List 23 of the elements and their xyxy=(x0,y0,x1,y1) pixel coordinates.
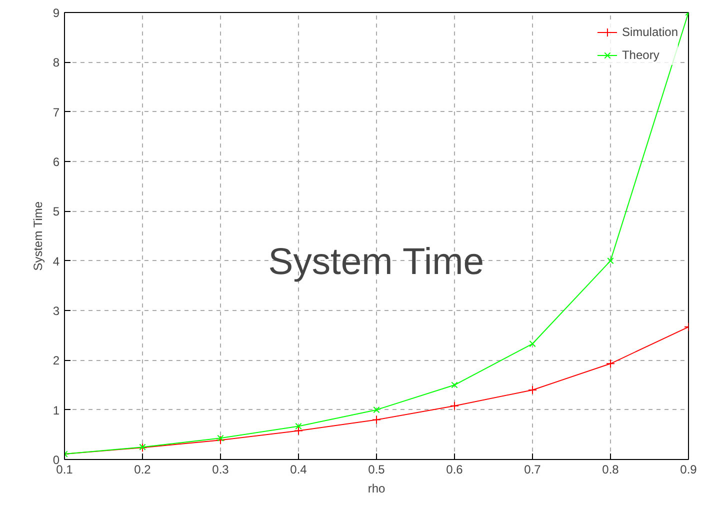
x-tick-label: 0.8 xyxy=(602,462,620,476)
x-tick-label: 0.1 xyxy=(56,462,74,476)
y-tick-label: 1 xyxy=(52,403,60,418)
legend-label: Simulation xyxy=(622,25,678,39)
x-tick-label: 0.5 xyxy=(368,462,386,476)
x-tick-label: 0.6 xyxy=(446,462,464,476)
y-tick-label: 7 xyxy=(52,105,60,120)
x-tick-label: 0.7 xyxy=(524,462,542,476)
y-tick-label: 9 xyxy=(52,6,60,20)
y-tick-label: 6 xyxy=(52,155,60,169)
y-tick-label: 4 xyxy=(52,254,60,268)
y-axis-title: System Time xyxy=(30,201,45,271)
y-tick-label: 3 xyxy=(52,304,60,318)
x-tick-label: 0.9 xyxy=(680,462,698,476)
y-tick-label: 5 xyxy=(52,204,60,219)
legend-label: Theory xyxy=(622,48,660,62)
x-tick-label: 0.2 xyxy=(134,462,152,476)
x-tick-label: 0.4 xyxy=(290,462,308,476)
y-tick-label: 2 xyxy=(52,354,60,368)
x-axis-title: rho xyxy=(368,482,386,496)
y-tick-label: 8 xyxy=(52,56,60,70)
text: System Time xyxy=(268,240,484,282)
x-tick-label: 0.3 xyxy=(212,462,230,476)
